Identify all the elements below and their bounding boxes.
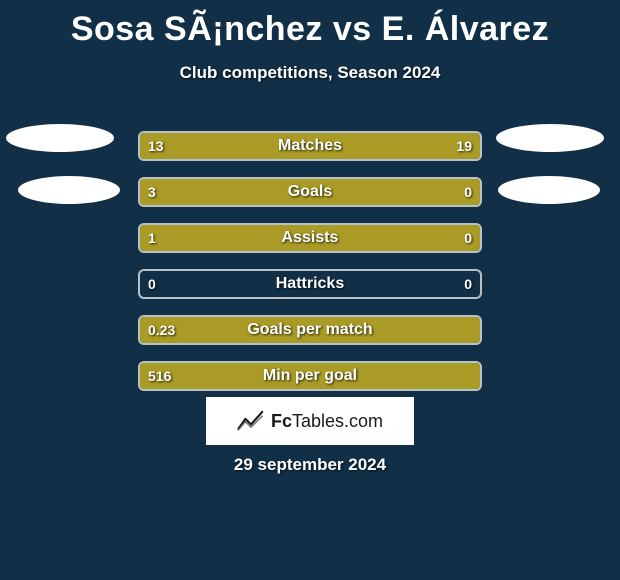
- bar-right: [398, 179, 480, 205]
- stat-row: Hattricks00: [0, 261, 620, 307]
- bar-left: [140, 317, 480, 343]
- stat-row: Min per goal516: [0, 353, 620, 399]
- bar-track: [138, 361, 482, 391]
- stat-row: Goals per match0.23: [0, 307, 620, 353]
- logo-text-bold: Fc: [271, 411, 292, 431]
- bar-right: [398, 225, 480, 251]
- bar-track: [138, 177, 482, 207]
- bar-left: [140, 179, 398, 205]
- fctables-logo: FcTables.com: [206, 397, 414, 445]
- logo-icon: [237, 410, 265, 432]
- bar-left: [140, 133, 278, 159]
- subtitle: Club competitions, Season 2024: [0, 63, 620, 83]
- stat-row: Assists10: [0, 215, 620, 261]
- bar-track: [138, 131, 482, 161]
- bar-left: [140, 363, 480, 389]
- stat-row: Goals30: [0, 169, 620, 215]
- logo-text: FcTables.com: [271, 411, 383, 432]
- bar-track: [138, 315, 482, 345]
- bar-left: [140, 225, 398, 251]
- stats-list: Matches1319Goals30Assists10Hattricks00Go…: [0, 123, 620, 399]
- comparison-card: Sosa SÃ¡nchez vs E. Álvarez Club competi…: [0, 0, 620, 580]
- bar-right: [278, 133, 480, 159]
- date-text: 29 september 2024: [0, 455, 620, 475]
- stat-row: Matches1319: [0, 123, 620, 169]
- title: Sosa SÃ¡nchez vs E. Álvarez: [0, 0, 620, 49]
- logo-text-thin: Tables.com: [292, 411, 383, 431]
- bar-track: [138, 269, 482, 299]
- bar-track: [138, 223, 482, 253]
